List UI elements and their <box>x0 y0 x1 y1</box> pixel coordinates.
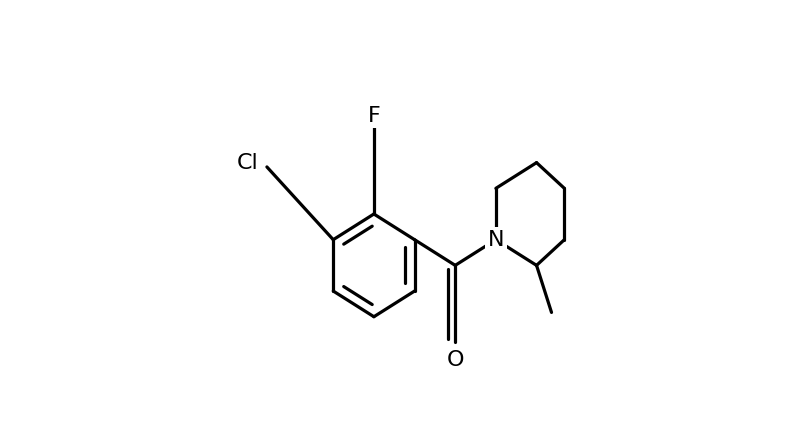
Text: N: N <box>487 230 504 250</box>
Text: F: F <box>367 106 380 125</box>
Text: Cl: Cl <box>237 153 258 172</box>
Text: O: O <box>446 350 463 369</box>
